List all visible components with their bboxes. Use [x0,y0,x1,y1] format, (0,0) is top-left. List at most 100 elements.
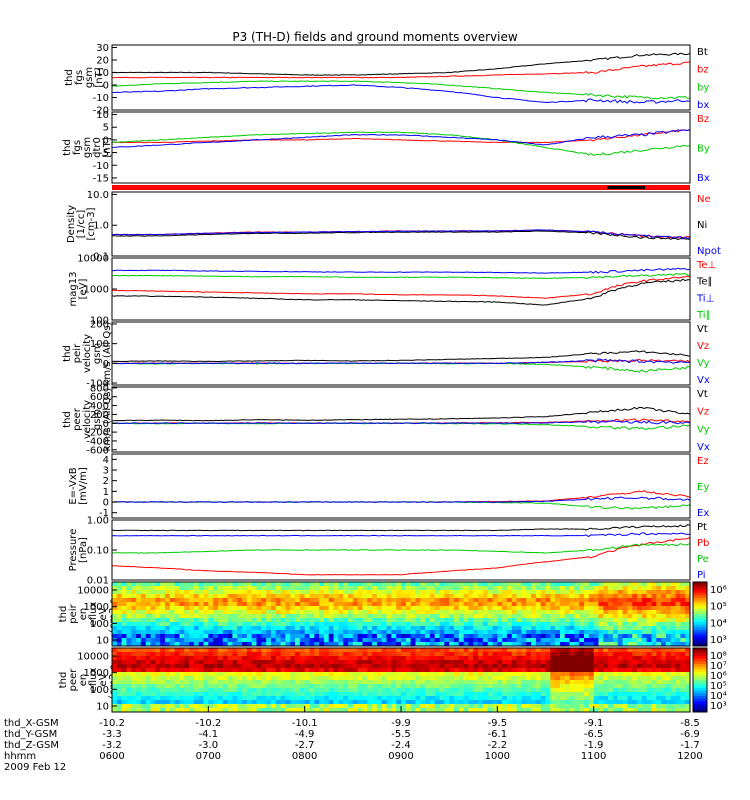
heatmap-cell [531,598,537,603]
heatmap-cell [280,684,286,689]
heatmap-cell [333,586,339,591]
heatmap-cell [598,688,604,693]
heatmap-cell [492,672,498,677]
heatmap-cell [189,630,195,635]
ylabel-line: [nT] [94,67,105,87]
heatmap-cell [328,680,335,685]
heatmap-cell [357,618,363,623]
heatmap-cell [550,664,556,669]
legend-entry: Vx [697,442,710,453]
heatmap-cell [453,582,460,587]
heatmap-cell [516,664,522,669]
heatmap-cell [237,634,243,639]
heatmap-cell [304,618,310,623]
heatmap-cell [372,660,378,665]
legend-entry: Ni [697,220,707,231]
heatmap-cell [661,684,667,689]
heatmap-cell [217,656,224,661]
heatmap-cell [251,672,257,677]
heatmap-cell [386,648,392,653]
heatmap-cell [391,648,397,653]
heatmap-cell [150,590,156,595]
ylabel-line: [1/cc] [76,210,87,239]
heatmap-cell [405,656,412,661]
heatmap-cell [502,622,508,627]
heatmap-cell [169,638,176,643]
heatmap-cell [593,676,599,681]
heatmap-cell [348,648,354,653]
heatmap-cell [116,598,123,603]
panel-frame [111,453,691,519]
heatmap-cell [121,594,127,599]
heatmap-cell [232,614,238,619]
heatmap-cell [213,638,219,643]
heatmap-cell [386,618,392,623]
heatmap-cell [323,634,330,639]
heatmap-cell [641,582,648,587]
heatmap-cell [473,602,479,607]
heatmap-cell [280,660,286,665]
heatmap-cell [131,684,137,689]
heatmap-cell [535,606,542,611]
heatmap-cell [468,684,474,689]
heatmap-cell [309,642,315,647]
heatmap-cell [304,652,310,657]
heatmap-cell [632,692,638,697]
heatmap-cell [299,610,306,615]
heatmap-cell [391,602,397,607]
heatmap-cell [299,618,306,623]
heatmap-cell [453,586,460,591]
heatmap-cell [179,700,185,705]
heatmap-cell [164,676,171,681]
heatmap-cell [410,602,416,607]
heatmap-cell [280,664,286,669]
heatmap-cell [367,602,373,607]
heatmap-cell [511,704,518,709]
ylabel-line: Pressure [68,529,79,572]
heatmap-cell [323,676,330,681]
heatmap-cell [420,610,426,615]
heatmap-cell [184,606,190,611]
colorbar-segment [693,600,707,604]
heatmap-cell [439,582,445,587]
heatmap-cell [116,664,123,669]
heatmap-cell [386,598,392,603]
heatmap-cell [275,626,282,631]
heatmap-cell [396,638,402,643]
heatmap-cell [150,708,156,713]
colorbar-segment [693,611,707,615]
heatmap-cell [179,688,185,693]
heatmap-cell [478,696,484,701]
heatmap-cell [506,638,513,643]
heatmap-cell [169,618,176,623]
heatmap-cell [415,656,421,661]
page-title: P3 (TH-D) fields and ground moments over… [232,30,518,44]
heatmap-cell [598,664,604,669]
heatmap-cell [458,692,465,697]
heatmap-cell [160,708,166,713]
heatmap-cell [208,602,214,607]
heatmap-cell [555,638,561,643]
heatmap-cell [526,684,532,689]
heatmap-cell [270,656,277,661]
heatmap-cell [492,594,498,599]
heatmap-cell [468,652,474,657]
heatmap-cell [439,676,445,681]
heatmap-cell [588,630,595,635]
heatmap-cell [598,626,604,631]
heatmap-cell [627,708,633,713]
heatmap-cell [555,672,561,677]
heatmap-cell [637,630,643,635]
heatmap-cell [372,676,378,681]
heatmap-cell [415,598,421,603]
series-line-Pi [111,532,691,538]
heatmap-cell [569,610,575,615]
heatmap-cell [251,638,257,643]
heatmap-cell [237,692,243,697]
heatmap-cell [680,594,686,599]
heatmap-cell [632,708,638,713]
heatmap-cell [222,688,229,693]
heatmap-cell [348,692,354,697]
heatmap-cell [405,700,412,705]
heatmap-cell [299,634,306,639]
